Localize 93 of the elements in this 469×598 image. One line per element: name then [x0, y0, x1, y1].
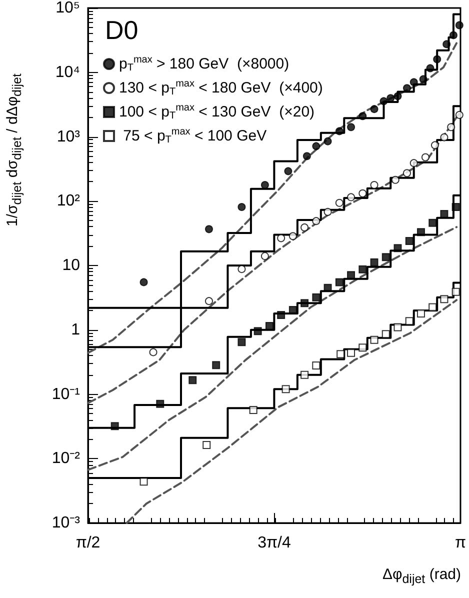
- point: [394, 323, 402, 332]
- point: [238, 338, 246, 346]
- chart-title: D0: [105, 15, 138, 45]
- point: [204, 225, 213, 234]
- point: [202, 440, 211, 449]
- line-series: [87, 226, 458, 471]
- point: [419, 75, 428, 84]
- point: [382, 253, 390, 262]
- point: [312, 293, 320, 302]
- x-tick-label: π: [454, 534, 466, 552]
- point: [140, 278, 148, 286]
- y-tick-label: 10⁵: [56, 0, 80, 16]
- point: [405, 317, 414, 326]
- point: [440, 295, 448, 304]
- point: [428, 218, 437, 227]
- point: [110, 422, 119, 430]
- point: [405, 237, 414, 246]
- point: [282, 385, 290, 394]
- point: [300, 223, 309, 232]
- point: [288, 232, 297, 240]
- y-tick-label: 10: [62, 257, 80, 274]
- point: [277, 311, 286, 320]
- point: [312, 361, 320, 370]
- x-axis-title: Δφ$_{dijet}$ (rad): [382, 566, 461, 586]
- point: [452, 203, 460, 212]
- y-tick-label: 10³: [56, 128, 81, 146]
- point: [394, 92, 402, 100]
- point: [347, 348, 356, 357]
- point: [254, 327, 262, 336]
- point: [335, 127, 344, 136]
- point: [370, 181, 378, 189]
- point: [312, 142, 320, 150]
- point: [426, 64, 434, 72]
- point: [370, 258, 378, 266]
- point: [410, 159, 418, 168]
- point: [402, 169, 411, 178]
- point: [455, 110, 464, 119]
- point: [156, 400, 164, 408]
- point: [358, 344, 367, 352]
- point: [149, 348, 158, 356]
- point: [391, 176, 400, 184]
- point: [410, 78, 418, 86]
- point: [212, 361, 220, 370]
- point: [324, 208, 332, 216]
- point: [421, 153, 430, 162]
- point: [260, 252, 269, 260]
- point: [302, 152, 311, 160]
- point: [394, 244, 402, 252]
- point: [312, 217, 320, 226]
- point: [358, 265, 367, 274]
- point: [265, 322, 274, 330]
- point: [430, 141, 439, 150]
- y-tick-label: 10²: [56, 192, 81, 210]
- point: [336, 350, 345, 358]
- y-tick-label: 10⁻³: [52, 514, 81, 532]
- point: [358, 189, 367, 198]
- point: [380, 97, 388, 106]
- point: [416, 228, 425, 236]
- point: [416, 309, 425, 318]
- point: [300, 370, 309, 379]
- point: [347, 123, 356, 132]
- point: [370, 336, 378, 344]
- point: [447, 123, 456, 132]
- point: [335, 198, 344, 207]
- point: [300, 299, 309, 308]
- point: [440, 133, 448, 142]
- point: [335, 278, 344, 286]
- y-tick-label: 10⁴: [55, 64, 80, 81]
- point: [442, 40, 451, 48]
- point: [347, 193, 356, 202]
- x-tick-label: π/2: [76, 534, 100, 552]
- point: [140, 478, 148, 486]
- x-tick-label: 3π/4: [258, 534, 291, 552]
- point: [249, 406, 258, 414]
- point: [433, 55, 442, 64]
- y-tick-label: 10⁻²: [52, 450, 81, 468]
- point: [238, 203, 246, 212]
- point: [428, 303, 437, 312]
- point: [452, 288, 460, 296]
- point: [358, 112, 367, 120]
- line-series: [126, 299, 458, 524]
- point: [284, 167, 292, 176]
- point: [260, 181, 269, 189]
- point: [370, 105, 378, 114]
- y-tick-label: 10⁻¹: [52, 386, 80, 403]
- point: [324, 137, 332, 146]
- point: [382, 330, 390, 338]
- point: [455, 21, 464, 30]
- point: [204, 297, 213, 306]
- point: [277, 234, 286, 242]
- point: [449, 31, 458, 40]
- y-tick-label: 1: [71, 321, 80, 338]
- point: [188, 376, 197, 384]
